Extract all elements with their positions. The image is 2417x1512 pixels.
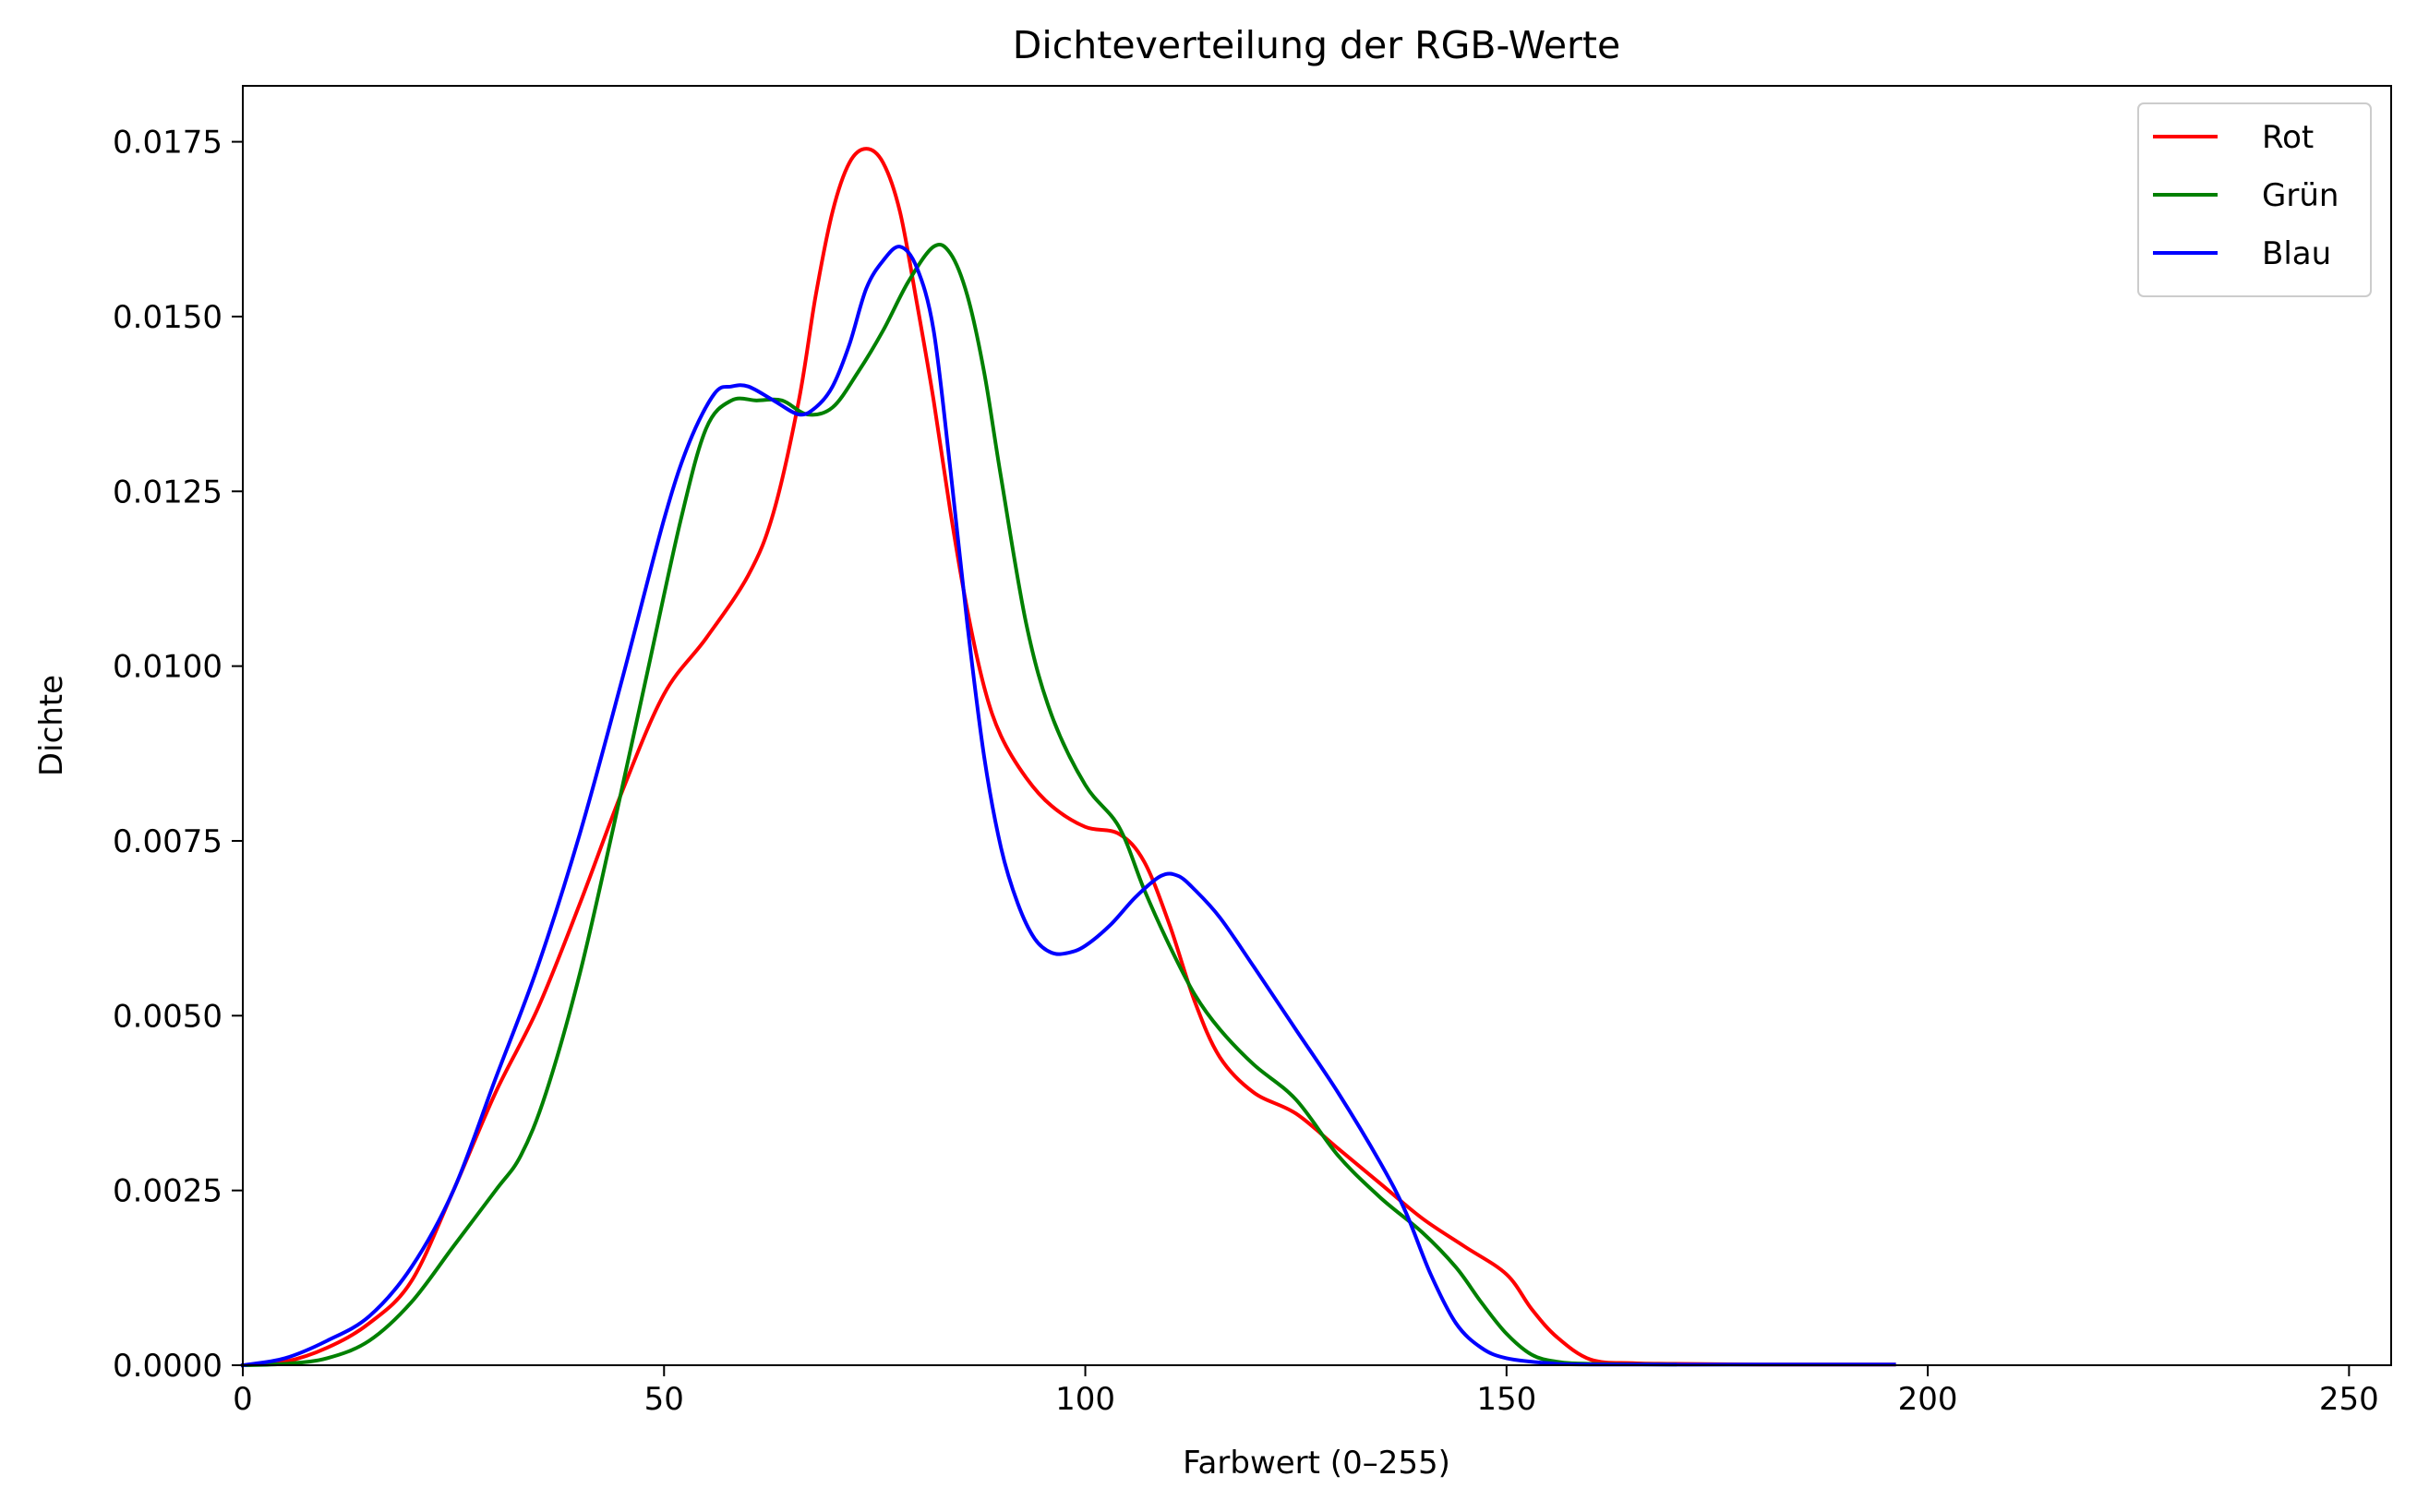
- series-line-grün: [240, 243, 1677, 1368]
- y-axis: 0.0000 0.0025 0.0050 0.0075 0.0100 0.0125 0.01…: [113, 125, 243, 1385]
- series-line-rot: [240, 147, 1896, 1368]
- series-layer: [240, 147, 1896, 1368]
- y-tick-label: 0.0000: [113, 1348, 222, 1385]
- plot-background: [243, 86, 2391, 1365]
- y-tick-label: 0.0025: [113, 1173, 222, 1210]
- legend: Rot Grün Blau: [2137, 102, 2372, 297]
- x-axis-label: Farbwert (0–255): [1183, 1445, 1450, 1482]
- y-tick-label: 0.0150: [113, 299, 222, 336]
- y-tick-label: 0.0050: [113, 998, 222, 1035]
- y-tick-label: 0.0125: [113, 474, 222, 510]
- plot-area: [240, 85, 2392, 1368]
- x-tick-label: 150: [1476, 1381, 1536, 1418]
- legend-box: [2137, 102, 2372, 297]
- chart-title: Dichteverteilung der RGB-Werte: [1013, 23, 1620, 67]
- y-tick-label: 0.0100: [113, 649, 222, 686]
- plot-frame: [242, 85, 2392, 1366]
- x-tick-label: 250: [2319, 1381, 2379, 1418]
- x-axis: 0 50 100 150 200 250: [233, 1365, 2379, 1418]
- legend-label: Rot: [2262, 119, 2314, 156]
- x-tick-label: 0: [233, 1381, 253, 1418]
- x-tick-label: 50: [644, 1381, 684, 1418]
- x-tick-label: 100: [1055, 1381, 1115, 1418]
- y-tick-label: 0.0075: [113, 823, 222, 860]
- legend-label: Blau: [2262, 235, 2331, 272]
- series-line-blau: [240, 245, 1896, 1368]
- x-tick-label: 200: [1898, 1381, 1958, 1418]
- y-tick-label: 0.0175: [113, 125, 222, 162]
- legend-label: Grün: [2262, 177, 2339, 214]
- y-axis-label: Dichte: [33, 675, 70, 776]
